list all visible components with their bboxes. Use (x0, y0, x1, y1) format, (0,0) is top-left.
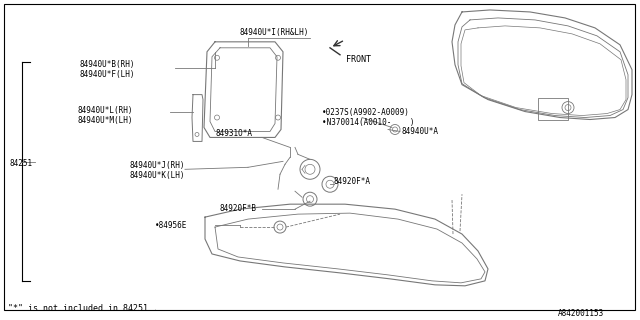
Bar (538, 98, 568, 119)
Text: 84920F*B: 84920F*B (220, 204, 257, 213)
Text: FRONT: FRONT (346, 55, 371, 64)
Text: •0237S(A9902-A0009): •0237S(A9902-A0009) (322, 108, 410, 116)
Text: 84931O*A: 84931O*A (215, 130, 252, 139)
Text: 84940U*J(RH): 84940U*J(RH) (130, 161, 186, 170)
Text: 84940U*I(RH&LH): 84940U*I(RH&LH) (240, 28, 309, 37)
Text: 84940U*F(LH): 84940U*F(LH) (80, 70, 136, 79)
Text: •84956E: •84956E (155, 221, 188, 230)
Text: •N370014(A0010-    ): •N370014(A0010- ) (322, 117, 415, 126)
Text: 84940U*A: 84940U*A (402, 127, 439, 136)
Text: 84940U*K(LH): 84940U*K(LH) (130, 171, 186, 180)
Text: 84920F*A: 84920F*A (334, 177, 371, 186)
Text: A842001153: A842001153 (558, 309, 604, 318)
Text: 84940U*L(RH): 84940U*L(RH) (78, 106, 134, 115)
Text: 84940U*B(RH): 84940U*B(RH) (80, 60, 136, 69)
Text: 84251: 84251 (10, 159, 33, 168)
Text: "*" is not included in 84251 .: "*" is not included in 84251 . (8, 304, 158, 313)
Text: 84940U*M(LH): 84940U*M(LH) (78, 116, 134, 124)
